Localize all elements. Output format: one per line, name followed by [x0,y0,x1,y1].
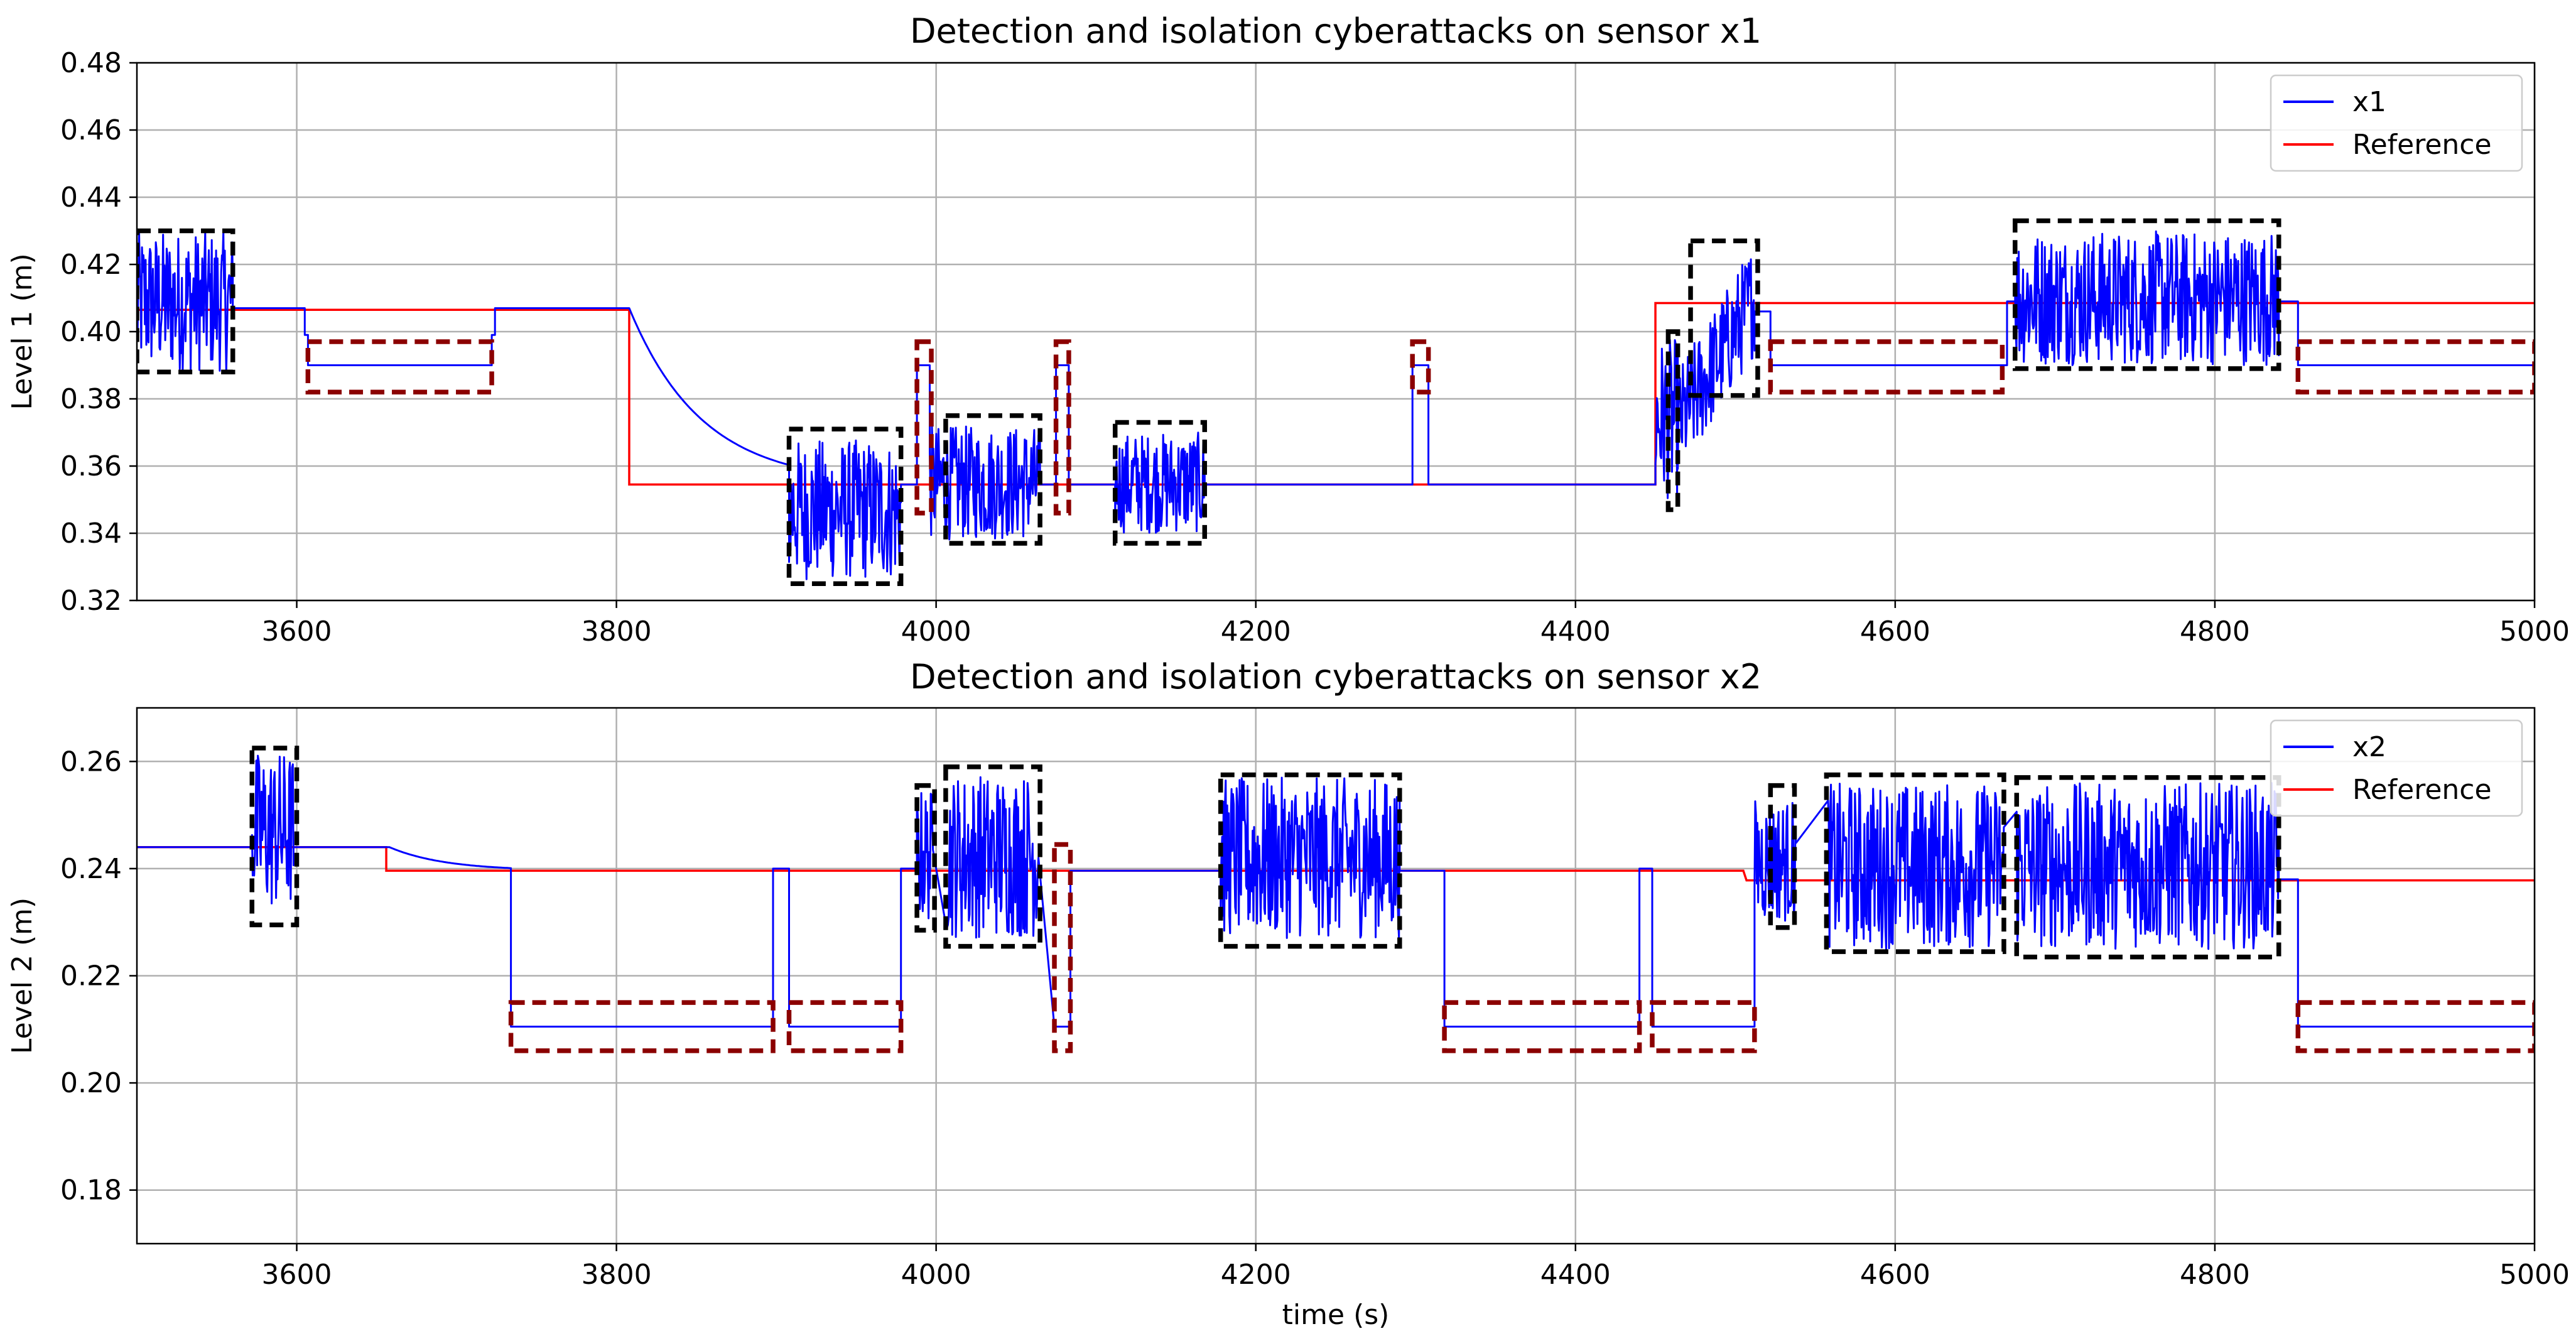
isolation-box [1053,339,1071,516]
series-reference-line [137,301,2535,486]
x-tick-label: 3800 [582,616,652,648]
x-tick-label: 5000 [2499,1259,2570,1291]
detection-box [137,228,235,374]
isolation-box [1410,339,1431,395]
isolation-box [1442,1000,1642,1053]
series-x2-line [137,754,2535,1028]
plot-area [137,218,2535,587]
y-tick-label: 0.20 [60,1067,122,1099]
isolation-box [305,339,494,395]
isolation-box [508,1000,776,1053]
detection-box [914,783,937,933]
legend-label: x2 [2352,731,2386,763]
series-x1-line [137,230,2535,580]
chart-title: Detection and isolation cyberattacks on … [910,657,1762,697]
x-tick-label: 3600 [262,616,332,648]
y-tick-label: 0.36 [60,450,122,482]
legend-label: Reference [2352,129,2492,161]
chart-panel-2: Detection and isolation cyberattacks on … [6,657,2570,1331]
y-tick-label: 0.44 [60,182,122,214]
isolation-box [1650,1000,1757,1053]
y-axis-label: Level 1 (m) [6,253,38,410]
y-tick-label: 0.26 [60,746,122,778]
detection-box [1824,772,2006,954]
x-tick-label: 5000 [2499,616,2570,648]
isolation-box [786,1000,904,1053]
x-tick-label: 4400 [1540,1259,1611,1291]
detection-box [1768,783,1797,930]
detection-box [1688,238,1760,398]
x-tick-label: 3600 [262,1259,332,1291]
detection-box [943,764,1042,949]
x-tick-label: 4200 [1221,616,1291,648]
isolation-box [914,339,934,516]
x-tick-label: 4600 [1860,1259,1930,1291]
y-tick-label: 0.24 [60,853,122,885]
detection-box [943,413,1042,546]
legend: x2 Reference [2270,719,2523,817]
isolation-box [1052,842,1073,1053]
detection-box [786,426,904,587]
isolation-box [1768,339,2005,395]
x-axis-label: time (s) [1282,1299,1390,1331]
legend-label: x1 [2352,86,2386,118]
y-tick-label: 0.42 [60,249,122,281]
legend-label: Reference [2352,774,2492,806]
x-tick-label: 4600 [1860,616,1930,648]
isolation-box [2295,339,2535,395]
x-tick-label: 3800 [582,1259,652,1291]
legend-frame [2270,74,2523,172]
detection-box [1218,772,1402,949]
y-tick-label: 0.22 [60,960,122,992]
detection-box [2013,218,2281,371]
legend-frame [2270,719,2523,817]
detection-box [1112,420,1208,546]
detection-box [1665,329,1680,513]
x-tick-label: 4000 [901,1259,971,1291]
y-tick-label: 0.32 [60,585,122,617]
chart-title: Detection and isolation cyberattacks on … [910,11,1762,51]
plot-area [137,746,2535,1053]
y-tick-label: 0.40 [60,316,122,348]
legend: x1 Reference [2270,74,2523,172]
x-tick-label: 4800 [2180,1259,2250,1291]
y-tick-label: 0.48 [60,47,122,79]
isolation-box [2295,1000,2535,1053]
y-tick-label: 0.18 [60,1175,122,1207]
y-axis-label: Level 2 (m) [6,898,38,1054]
detection-box [2014,775,2281,960]
y-tick-label: 0.34 [60,518,122,550]
x-tick-label: 4200 [1221,1259,1291,1291]
y-tick-label: 0.38 [60,383,122,415]
detection-box [249,746,300,928]
x-tick-label: 4400 [1540,616,1611,648]
chart-panel-1: Detection and isolation cyberattacks on … [6,11,2570,648]
x-tick-label: 4000 [901,616,971,648]
y-tick-label: 0.46 [60,114,122,146]
x-tick-label: 4800 [2180,616,2250,648]
